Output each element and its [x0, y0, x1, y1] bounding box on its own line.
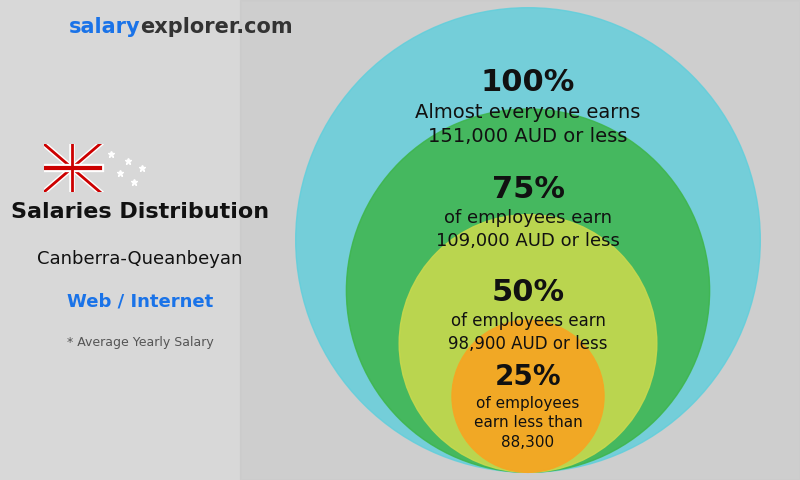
Text: 50%: 50% [491, 277, 565, 307]
Text: of employees
earn less than
88,300: of employees earn less than 88,300 [474, 396, 582, 450]
Circle shape [399, 215, 657, 472]
Bar [240, 0, 800, 480]
Text: 75%: 75% [491, 175, 565, 204]
Text: Almost everyone earns
151,000 AUD or less: Almost everyone earns 151,000 AUD or les… [415, 103, 641, 146]
Text: * Average Yearly Salary: * Average Yearly Salary [66, 336, 214, 349]
Text: Web / Internet: Web / Internet [67, 293, 213, 311]
Text: explorer.com: explorer.com [140, 17, 293, 37]
Circle shape [296, 8, 760, 472]
Circle shape [452, 320, 604, 472]
Text: of employees earn
109,000 AUD or less: of employees earn 109,000 AUD or less [436, 209, 620, 250]
Text: of employees earn
98,900 AUD or less: of employees earn 98,900 AUD or less [448, 312, 608, 353]
Text: salary: salary [68, 17, 140, 37]
Text: Canberra-Queanbeyan: Canberra-Queanbeyan [38, 250, 242, 268]
Text: 100%: 100% [481, 69, 575, 97]
Text: Salaries Distribution: Salaries Distribution [11, 202, 269, 222]
Text: 25%: 25% [494, 363, 562, 391]
Circle shape [346, 109, 710, 472]
